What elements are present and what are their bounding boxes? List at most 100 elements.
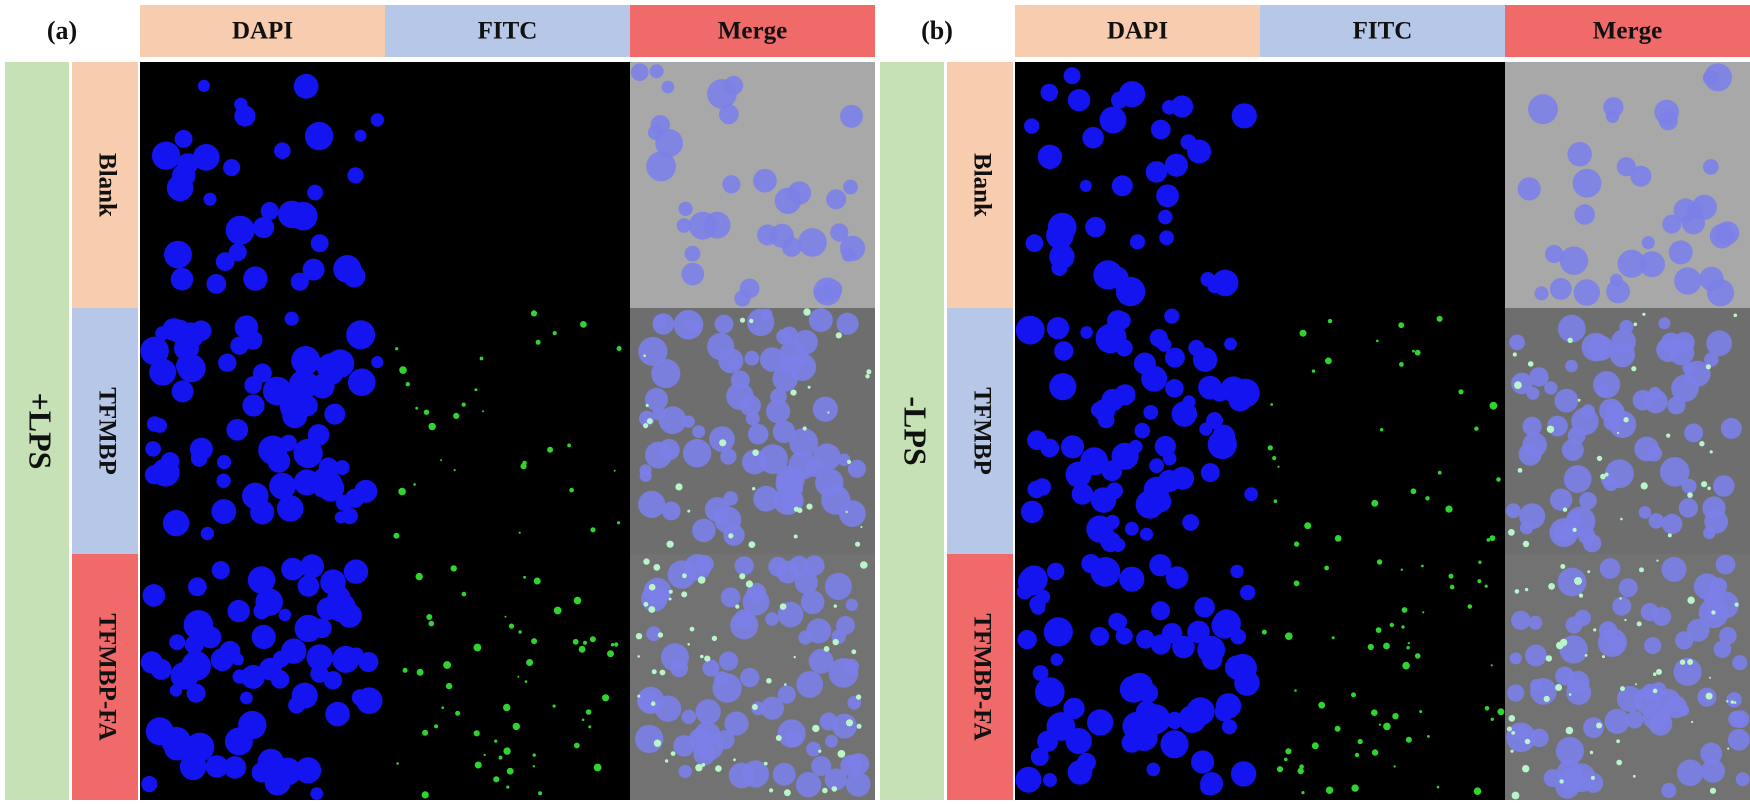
fitc-signal <box>752 449 759 457</box>
nucleus <box>813 277 842 306</box>
nucleus <box>176 354 199 377</box>
nucleus <box>813 443 841 471</box>
fitc-signal <box>700 654 704 659</box>
nucleus <box>290 272 309 291</box>
nucleus <box>1549 278 1572 300</box>
nucleus <box>247 566 276 594</box>
fitc-signal <box>518 630 522 634</box>
nucleus <box>216 473 231 488</box>
nucleus <box>241 664 265 689</box>
nucleus <box>1706 330 1733 357</box>
nucleus <box>1511 610 1531 630</box>
nucleus <box>269 472 296 500</box>
fitc-signal <box>423 409 430 415</box>
fitc-signal <box>1484 706 1490 711</box>
row-label: TFMBP <box>93 387 120 475</box>
nucleus <box>225 215 255 245</box>
fitc-signal <box>503 747 511 755</box>
nucleus <box>747 423 769 445</box>
nucleus <box>653 315 667 329</box>
nucleus <box>1170 466 1195 490</box>
nucleus <box>1197 635 1226 664</box>
nucleus <box>724 711 749 736</box>
fitc-signal <box>1734 602 1739 607</box>
nucleus <box>1220 376 1247 403</box>
nucleus <box>645 441 672 469</box>
fitc-signal <box>1600 473 1606 480</box>
nucleus <box>242 482 269 510</box>
nucleus <box>722 175 741 194</box>
fitc-signal <box>1422 611 1425 614</box>
panel-label: (a) <box>47 16 77 45</box>
nucleus <box>332 645 360 673</box>
nucleus <box>1583 534 1602 553</box>
nucleus <box>170 267 194 291</box>
fitc-signal <box>1514 381 1522 389</box>
nucleus <box>1571 407 1599 436</box>
nucleus <box>171 380 194 403</box>
nucleus <box>684 319 700 335</box>
nucleus <box>1701 759 1725 783</box>
nucleus <box>643 577 672 606</box>
nucleus <box>1165 379 1184 398</box>
fitc-signal <box>812 724 820 733</box>
nucleus <box>346 320 376 350</box>
nucleus <box>796 671 824 698</box>
fitc-signal <box>1277 465 1280 468</box>
nucleus <box>1661 556 1687 582</box>
nucleus <box>1681 478 1697 494</box>
fitc-signal <box>1474 426 1479 431</box>
nucleus <box>323 671 343 690</box>
nucleus <box>638 691 659 712</box>
fitc-signal <box>1656 559 1659 562</box>
nucleus <box>307 184 323 201</box>
nucleus <box>808 308 833 333</box>
fitc-signal <box>583 640 587 645</box>
nucleus <box>310 234 329 253</box>
fitc-signal <box>637 655 640 658</box>
fitc-signal <box>580 321 587 328</box>
fitc-signal <box>1299 764 1304 769</box>
fitc-signal <box>682 573 687 579</box>
nucleus <box>760 308 773 321</box>
nucleus <box>1054 341 1074 361</box>
nucleus <box>1150 119 1171 140</box>
nucleus <box>1230 628 1246 645</box>
nucleus <box>347 167 364 184</box>
nucleus <box>1160 730 1189 759</box>
nucleus <box>188 577 207 597</box>
nucleus <box>243 330 263 350</box>
fitc-signal <box>702 577 706 581</box>
fitc-signal <box>455 710 461 716</box>
nucleus <box>1611 329 1636 354</box>
nucleus <box>654 695 682 722</box>
nucleus <box>720 448 737 465</box>
fitc-signal <box>517 675 520 678</box>
fitc-signal <box>1297 767 1304 775</box>
fitc-signal <box>1421 564 1424 568</box>
nucleus <box>840 754 862 777</box>
nucleus <box>297 575 320 597</box>
nucleus <box>1080 326 1093 339</box>
nucleus <box>1065 728 1092 755</box>
nucleus <box>1534 286 1549 301</box>
micrograph <box>1260 554 1505 800</box>
nucleus <box>150 658 172 680</box>
nucleus <box>1159 230 1174 246</box>
nucleus <box>719 651 739 671</box>
fitc-signal <box>1285 748 1292 755</box>
fitc-signal <box>648 606 656 613</box>
nucleus <box>1063 697 1085 720</box>
fitc-signal <box>1568 693 1572 696</box>
fitc-signal <box>498 755 503 760</box>
nucleus <box>1616 157 1636 177</box>
fitc-signal <box>1449 584 1455 590</box>
fitc-signal <box>614 642 619 647</box>
nucleus <box>753 168 777 193</box>
nucleus <box>727 357 741 370</box>
fitc-signal <box>835 332 842 339</box>
nucleus <box>190 450 208 467</box>
fitc-signal <box>1578 593 1584 598</box>
fitc-signal <box>681 591 688 598</box>
nucleus <box>1029 595 1046 613</box>
